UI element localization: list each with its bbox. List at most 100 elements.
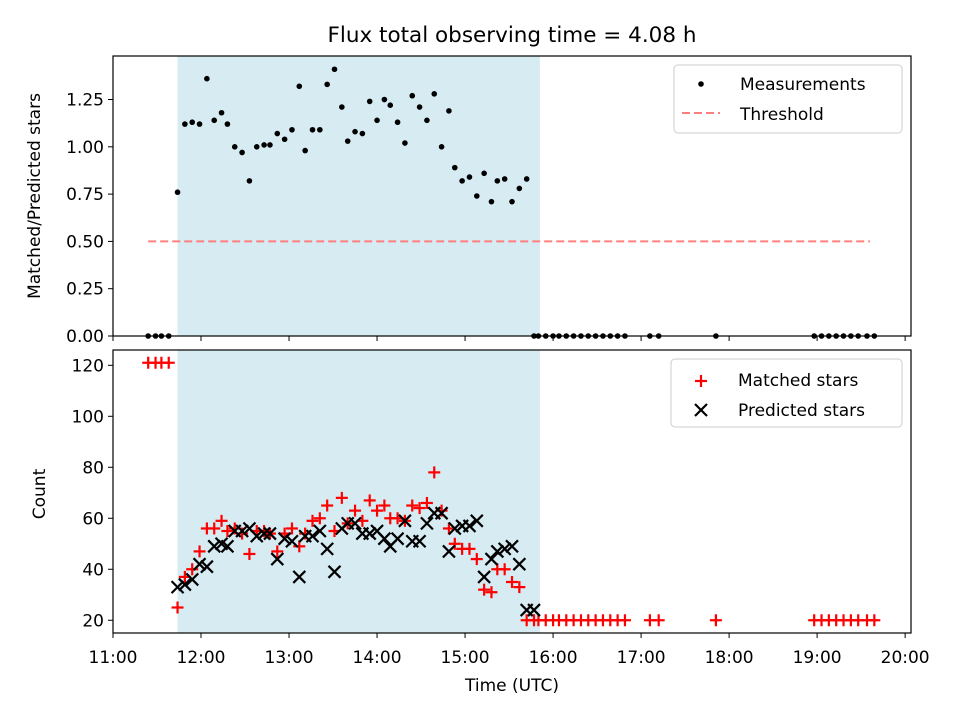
predicted-point <box>320 542 334 556</box>
legend-predicted-marker <box>694 403 708 417</box>
x-tick-label: 12:00 <box>177 648 226 668</box>
predicted-point <box>434 506 449 520</box>
predicted-point <box>390 531 405 546</box>
matched-point <box>162 356 175 369</box>
matched-point <box>442 522 455 535</box>
measurement-point <box>374 117 380 124</box>
y-tick-label: 60 <box>82 509 104 529</box>
predicted-point <box>470 514 484 528</box>
predicted-point <box>313 524 327 538</box>
legend-matched: Matched stars <box>738 371 858 391</box>
predicted-stars-series <box>170 506 541 617</box>
count-legend: Matched stars Predicted stars <box>670 358 903 428</box>
measurement-point <box>196 121 203 127</box>
matched-point <box>349 504 362 517</box>
count-y-label: Count <box>30 468 50 519</box>
ratio-axes: 0.00 0.25 0.50 0.75 1.00 1.25 Matched/Predict… <box>25 55 912 347</box>
y-tick-label: 80 <box>82 458 104 478</box>
matched-point <box>618 614 631 627</box>
x-tick-label: 16:00 <box>529 648 578 668</box>
predicted-point <box>484 552 499 566</box>
x-axis-label: Time (UTC) <box>464 676 559 696</box>
predicted-point <box>207 539 221 554</box>
predicted-point <box>490 544 505 559</box>
predicted-point <box>178 577 192 592</box>
measurement-point <box>359 130 366 137</box>
y-tick-label: 1.25 <box>66 91 104 111</box>
measurement-point <box>366 98 373 105</box>
matched-point <box>321 499 334 512</box>
matched-point <box>335 491 348 504</box>
predicted-point <box>462 519 477 533</box>
measurement-point <box>296 83 303 90</box>
legend-measurements: Measurements <box>740 75 866 95</box>
measurement-point <box>211 117 218 124</box>
predicted-point <box>398 514 412 528</box>
measurement-point <box>281 136 288 143</box>
measurement-point <box>494 178 501 184</box>
x-tick-label: 18:00 <box>705 648 754 668</box>
measurement-point <box>488 198 495 205</box>
matched-point <box>193 545 206 558</box>
measurement-point <box>231 144 238 150</box>
matched-point <box>506 576 518 589</box>
measurement-point <box>466 174 473 180</box>
predicted-point <box>185 572 199 587</box>
y-tick-label: 100 <box>72 407 104 427</box>
ratio-legend: Measurements Threshold <box>673 64 903 134</box>
predicted-point <box>477 570 491 584</box>
matched-point <box>171 601 184 614</box>
measurement-point <box>317 126 323 133</box>
predicted-point <box>512 557 527 571</box>
measurement-point <box>274 130 281 137</box>
measurement-point <box>246 178 253 184</box>
measurements-series <box>145 66 878 339</box>
measurement-point <box>224 121 231 127</box>
measurement-point <box>174 189 181 196</box>
matched-point <box>868 614 881 627</box>
count-axes-frame <box>112 349 912 634</box>
predicted-point <box>497 542 512 556</box>
y-tick-label: 120 <box>72 356 104 376</box>
y-tick-label: 1.00 <box>66 138 104 158</box>
measurement-point <box>331 66 338 73</box>
matched-point <box>221 525 234 538</box>
matched-point <box>271 545 284 558</box>
predicted-point <box>377 531 392 546</box>
measurement-point <box>324 81 330 88</box>
measurement-point <box>381 96 388 103</box>
predicted-point <box>348 516 362 531</box>
measurement-point <box>459 178 465 184</box>
measurement-point <box>438 144 445 150</box>
measurement-point <box>446 108 452 114</box>
y-tick-label: 40 <box>82 560 104 580</box>
measurement-point <box>516 185 523 192</box>
matched-point <box>363 494 376 507</box>
x-tick-label: 14:00 <box>353 648 402 668</box>
legend-measurements-marker <box>698 81 704 87</box>
count-axes: 20 40 60 80 100 120 11:00 12:00 13:00 14:00 15:00 1… <box>30 349 930 696</box>
matched-point <box>413 502 426 515</box>
measurement-point <box>387 102 394 108</box>
y-tick-label: 0.25 <box>66 280 104 300</box>
x-tick-label: 11:00 <box>89 648 138 668</box>
matched-point <box>428 466 441 479</box>
predicted-point <box>257 526 271 541</box>
measurement-point <box>509 198 515 205</box>
measurement-point <box>481 170 487 177</box>
measurement-point <box>267 142 273 148</box>
y-tick-label: 0.00 <box>66 327 104 347</box>
x-tick-label: 20:00 <box>881 648 930 668</box>
matched-point <box>406 499 419 512</box>
measurement-point <box>501 176 508 182</box>
predicted-point <box>285 534 299 548</box>
measurement-point <box>182 121 188 127</box>
measurement-point <box>402 140 408 146</box>
matched-point <box>371 504 384 517</box>
matched-point <box>186 563 199 576</box>
matched-point <box>709 614 722 627</box>
x-tick-label: 17:00 <box>617 648 666 668</box>
observing-window <box>177 350 540 633</box>
measurement-point <box>218 109 225 116</box>
